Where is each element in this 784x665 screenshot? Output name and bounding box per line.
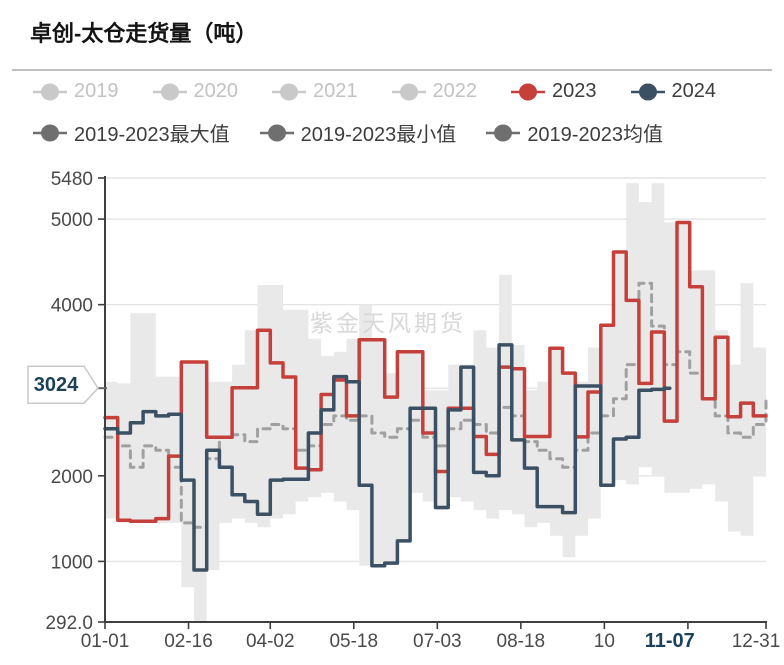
y-axis-label-4000: 4000 xyxy=(51,296,93,317)
current-value-label: 3024 xyxy=(34,374,79,396)
legend-item-2019-2023最小值[interactable]: 2019-2023最小值 xyxy=(259,118,457,147)
x-axis-label-current-date: 11-07 xyxy=(645,630,695,652)
legend-label: 2019 xyxy=(74,80,119,102)
legend-label: 2021 xyxy=(313,80,358,102)
legend-marker-icon xyxy=(630,83,665,100)
legend-marker-icon xyxy=(152,83,187,100)
legend-marker-icon xyxy=(511,83,545,100)
legend-item-2019-2023均值[interactable]: 2019-2023均值 xyxy=(486,118,663,147)
legend-marker-icon xyxy=(33,83,67,100)
legend-item-2022[interactable]: 2022 xyxy=(391,80,478,103)
x-axis-label-12-31: 12-31 xyxy=(732,631,781,652)
legend-item-2024[interactable]: 2024 xyxy=(630,80,717,103)
legend-label: 2019-2023最小值 xyxy=(300,124,457,146)
legend-marker-icon xyxy=(486,124,521,141)
x-axis-label-05-18: 05-18 xyxy=(329,631,378,652)
legend-label: 2019-2023最大值 xyxy=(74,124,230,146)
legend-row-stats: 2019-2023最大值 2019-2023最小值 2019-2023均值 xyxy=(33,118,663,147)
x-axis-label-10: 10 xyxy=(594,631,615,652)
legend-marker-icon xyxy=(33,124,67,141)
x-axis-label-01-01: 01-01 xyxy=(81,631,130,652)
legend-item-2019[interactable]: 2019 xyxy=(33,80,119,103)
legend-row-years: 2019 2020 2021 2022 2023 2024 xyxy=(33,80,716,103)
y-axis-label-292.0: 292.0 xyxy=(45,613,93,634)
y-axis-label-5480: 5480 xyxy=(51,169,93,190)
legend-item-2019-2023最大值[interactable]: 2019-2023最大值 xyxy=(33,118,230,147)
legend-label: 2024 xyxy=(671,80,717,102)
y-axis-label-5000: 5000 xyxy=(51,210,93,231)
legend-marker-icon xyxy=(391,83,426,100)
series-line-2024 xyxy=(103,343,672,572)
legend-item-2020[interactable]: 2020 xyxy=(152,80,239,103)
legend-label: 2022 xyxy=(432,80,478,102)
band-2019-2023-min-max xyxy=(105,183,766,622)
legend-marker-icon xyxy=(259,124,294,141)
series-line-2019-2023均值 xyxy=(103,281,768,529)
y-axis-label-2000: 2000 xyxy=(51,467,93,488)
legend-label: 2020 xyxy=(193,80,239,102)
legend-label: 2019-2023均值 xyxy=(527,124,663,146)
x-axis-label-02-16: 02-16 xyxy=(164,631,213,652)
x-axis-label-07-03: 07-03 xyxy=(413,631,462,652)
legend-marker-icon xyxy=(272,83,306,100)
chart-title: 卓创-太仓走货量（吨） xyxy=(30,21,258,46)
watermark: 紫金天风期货 xyxy=(310,310,466,336)
current-value-callout xyxy=(27,365,99,404)
x-axis-label-04-02: 04-02 xyxy=(246,631,295,652)
legend-item-2021[interactable]: 2021 xyxy=(272,80,358,103)
x-axis-label-08-18: 08-18 xyxy=(497,631,546,652)
header-divider xyxy=(12,69,772,71)
legend-label: 2023 xyxy=(552,80,597,102)
legend-item-2023[interactable]: 2023 xyxy=(511,80,597,103)
y-axis-label-1000: 1000 xyxy=(51,552,93,573)
